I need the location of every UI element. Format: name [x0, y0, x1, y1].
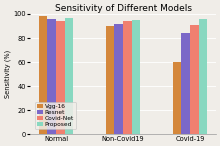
Bar: [190, 25, 199, 134]
Bar: [172, 62, 181, 134]
Bar: [65, 18, 73, 134]
Bar: [114, 24, 123, 134]
Bar: [47, 19, 56, 134]
Y-axis label: Sensitivity (%): Sensitivity (%): [4, 50, 11, 98]
Bar: [123, 21, 132, 134]
Bar: [132, 20, 140, 134]
Bar: [181, 33, 190, 134]
Title: Sensitivity of Different Models: Sensitivity of Different Models: [55, 4, 192, 13]
Bar: [199, 19, 207, 134]
Bar: [56, 21, 65, 134]
Legend: Vgg-16, Resnet, Covid-Net, Proposed: Vgg-16, Resnet, Covid-Net, Proposed: [35, 102, 76, 129]
Bar: [39, 16, 47, 134]
Bar: [106, 26, 114, 134]
